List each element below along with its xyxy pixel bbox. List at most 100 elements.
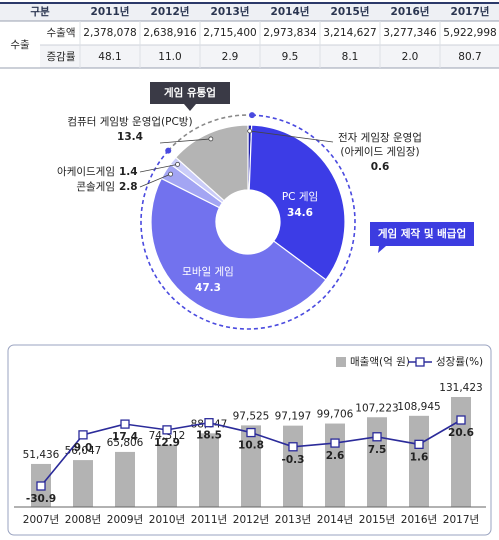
bar [157, 444, 177, 507]
table-header-cell: 구분 [30, 5, 50, 18]
x-tick-label: 2017년 [443, 514, 479, 526]
bar-value-label: 131,423 [439, 382, 482, 394]
table-cell: 9.5 [282, 51, 299, 63]
line-marker [204, 418, 214, 428]
line-marker [120, 419, 130, 429]
table-header-bg [0, 3, 499, 21]
table-cell: 2.0 [402, 51, 419, 63]
pie-slice [248, 124, 346, 281]
table-row-bg [40, 45, 499, 68]
legend-label: 매출액(억 원) [350, 356, 410, 368]
leader-dot [175, 161, 180, 167]
table-header-cell: 2016년 [391, 5, 430, 18]
bar [409, 415, 429, 507]
leader-dot [168, 171, 174, 177]
callout-box [370, 222, 474, 253]
bar [115, 451, 135, 507]
leader-dot [247, 128, 253, 134]
table-header-cell: 2013년 [211, 5, 250, 18]
table-header-cell: 2014년 [271, 5, 310, 18]
table-row-label: 수출액 [47, 27, 76, 39]
table-header-cell: 2011년 [91, 5, 130, 18]
line-value-label: 20.6 [448, 427, 474, 439]
line-value-label: -30.9 [26, 493, 56, 505]
x-tick-label: 2008년 [65, 514, 101, 526]
line-marker [330, 438, 340, 448]
slice-value: 47.3 [195, 282, 221, 294]
bar-value-label: 108,945 [397, 401, 440, 413]
bar [199, 433, 219, 507]
table-cell: 2,638,916 [143, 27, 197, 39]
bar-value-label: 56,047 [65, 445, 102, 457]
slice-value: 34.6 [287, 207, 313, 219]
slice-label: 콘솔게임 [76, 180, 115, 193]
x-tick-label: 2010년 [149, 514, 185, 526]
line-marker [162, 425, 172, 435]
bar [241, 425, 261, 507]
bar-value-label: 65,806 [107, 437, 144, 449]
table-cell: 8.1 [342, 51, 359, 63]
leader-line [139, 163, 178, 173]
legend-marker [415, 357, 425, 367]
line-marker [414, 439, 424, 449]
line-value-label: 17.4 [112, 431, 138, 443]
bar [73, 460, 93, 507]
bar [325, 423, 345, 507]
pie-slice [174, 124, 249, 202]
bar [367, 417, 387, 507]
x-tick-label: 2007년 [23, 514, 59, 526]
line-marker [36, 481, 46, 491]
bar [283, 425, 303, 507]
x-tick-label: 2014년 [317, 514, 353, 526]
table-header-cell: 2015년 [331, 5, 370, 18]
x-tick-label: 2013년 [275, 514, 311, 526]
table-cell: 3,214,627 [323, 27, 376, 39]
table-cell: 2,715,400 [203, 27, 256, 39]
x-tick-label: 2016년 [401, 514, 437, 526]
line-marker [246, 427, 256, 438]
bar-value-label: 97,197 [275, 411, 312, 423]
x-tick-label: 2015년 [359, 514, 395, 526]
x-tick-label: 2012년 [233, 514, 269, 526]
slice-value: 13.4 [117, 131, 143, 143]
line-marker [288, 442, 298, 452]
slice-label: 아케이드게임 [57, 165, 115, 178]
line-marker [372, 432, 382, 442]
bar-value-label: 51,436 [23, 449, 60, 461]
production-ring [140, 114, 356, 330]
leader-line [159, 138, 211, 144]
slice-label: 전자 게임장 운영업 [338, 131, 422, 144]
callout-text: 게임 유통업 [164, 86, 216, 99]
ring-dot [249, 112, 256, 119]
bar-value-label: 74,312 [149, 430, 186, 442]
legend-swatch [336, 357, 346, 367]
table-cell: 3,277,346 [383, 27, 437, 39]
legend-label: 성장률(%) [436, 356, 483, 368]
callout-box [150, 82, 230, 111]
leader-dot [208, 136, 214, 142]
table-cell: 5,922,998 [443, 27, 496, 39]
slice-label: (아케이드 게임장) [340, 145, 419, 158]
slice-label: 모바일 게임 [182, 265, 234, 278]
bar-value-label: 99,706 [317, 409, 354, 421]
ring-dot [165, 147, 172, 154]
x-tick-label: 2011년 [191, 514, 227, 526]
line-value-label: 9.0 [74, 442, 93, 454]
slice-value: 2.8 [119, 181, 138, 193]
line-value-label: 2.6 [326, 450, 345, 462]
distribution-ring [167, 114, 253, 152]
x-tick-label: 2009년 [107, 514, 143, 526]
slice-value: 0.6 [371, 161, 390, 173]
line-value-label: -0.3 [282, 454, 305, 466]
callout-text: 게임 제작 및 배급업 [378, 227, 466, 240]
table-header-cell: 2012년 [151, 5, 190, 18]
line-value-label: 18.5 [196, 430, 222, 442]
table-group-label: 수출 [10, 39, 30, 51]
table-cell: 48.1 [98, 51, 121, 63]
table-cell: 11.0 [158, 51, 181, 63]
line-marker [456, 415, 466, 425]
bar-value-label: 97,525 [233, 410, 270, 422]
table-row-label: 증감률 [47, 51, 76, 63]
